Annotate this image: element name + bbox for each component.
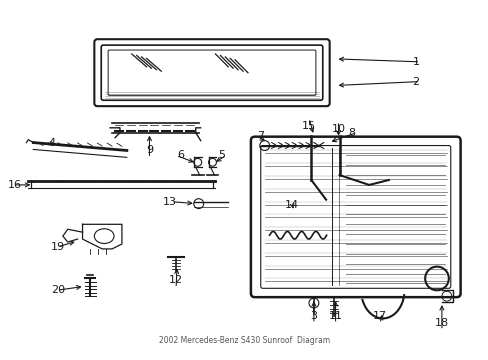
Text: 1: 1 bbox=[411, 57, 419, 67]
Text: 7: 7 bbox=[257, 131, 264, 141]
Text: 20: 20 bbox=[51, 285, 65, 295]
Text: 19: 19 bbox=[51, 242, 65, 252]
Text: 12: 12 bbox=[169, 275, 183, 285]
Text: 6: 6 bbox=[177, 150, 183, 161]
Text: 2002 Mercedes-Benz S430 Sunroof  Diagram: 2002 Mercedes-Benz S430 Sunroof Diagram bbox=[159, 336, 330, 345]
Text: 9: 9 bbox=[145, 145, 153, 156]
Text: 18: 18 bbox=[434, 318, 448, 328]
Text: 13: 13 bbox=[163, 197, 177, 207]
Text: 15: 15 bbox=[302, 121, 315, 131]
Text: 10: 10 bbox=[331, 124, 345, 134]
Text: 5: 5 bbox=[218, 150, 225, 161]
Text: 17: 17 bbox=[372, 311, 386, 321]
Text: 11: 11 bbox=[328, 311, 342, 321]
Text: 2: 2 bbox=[411, 77, 419, 86]
Text: 4: 4 bbox=[49, 138, 56, 148]
Text: 8: 8 bbox=[347, 128, 355, 138]
Text: 16: 16 bbox=[7, 180, 21, 190]
Text: 14: 14 bbox=[284, 199, 298, 210]
Text: 3: 3 bbox=[310, 311, 317, 321]
